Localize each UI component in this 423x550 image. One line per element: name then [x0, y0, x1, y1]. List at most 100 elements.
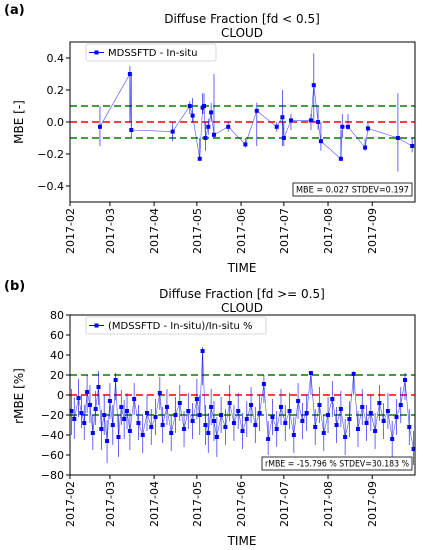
data-point [281, 136, 286, 140]
data-point [240, 429, 245, 433]
data-point [223, 425, 228, 429]
data-point [334, 423, 339, 427]
data-point [209, 110, 214, 115]
panel-a-legend-box [85, 43, 217, 62]
x-tick-label: 2017-09 [366, 208, 379, 254]
data-point [144, 411, 149, 415]
data-point [377, 401, 382, 405]
y-tick-label: 0.4 [47, 52, 65, 65]
data-point [347, 417, 352, 421]
x-tick-label: 2017-06 [235, 208, 248, 254]
data-point [125, 409, 130, 413]
y-tick-label: 0.2 [47, 84, 65, 97]
x-tick-label: 2017-05 [191, 208, 204, 254]
panel-b-stats-frame [261, 456, 413, 471]
panel-a-title: Diffuse Fraction [fd < 0.5] [164, 12, 320, 26]
x-tick-label: 2017-02 [64, 208, 77, 254]
data-point [287, 409, 292, 413]
data-point [316, 120, 321, 124]
data-point [317, 403, 322, 407]
panel-b-legend: (MDSSFTD - In-situ)/In-situ % [85, 316, 267, 335]
y-tick-label: 0.0 [47, 116, 65, 129]
data-point [385, 409, 390, 413]
panel-a-stats-text: MBE = 0.027 STDEV=0.197 [296, 186, 409, 196]
data-point [311, 83, 316, 88]
data-point [411, 447, 416, 451]
y-tick-label: 60 [50, 329, 64, 342]
panel-b-title: Diffuse Fraction [fd >= 0.5] [159, 287, 325, 301]
y-tick-label: −20 [41, 409, 64, 422]
data-point [249, 403, 254, 407]
data-point [102, 413, 107, 417]
x-tick-label: 2017-08 [322, 208, 335, 254]
data-point [373, 429, 378, 433]
x-tick-label: 2017-07 [278, 481, 291, 527]
data-point [340, 124, 345, 129]
data-point [149, 425, 154, 429]
y-tick-label: −0.4 [37, 180, 64, 193]
data-point [395, 136, 400, 140]
y-tick-label: −40 [41, 429, 64, 442]
panel-b-legend-marker [94, 323, 99, 328]
data-point [288, 118, 293, 123]
data-point [206, 431, 211, 435]
panel-b-subtitle: CLOUD [221, 301, 263, 315]
data-point [119, 405, 124, 409]
data-point [257, 411, 262, 415]
data-point [266, 437, 271, 441]
data-point [197, 156, 202, 161]
panel-a-stats-frame [292, 182, 413, 197]
data-point [394, 415, 399, 419]
panel-a-legend-label: MDSSFTD - In-situ [108, 48, 198, 59]
x-tick-label: 2017-03 [104, 208, 117, 254]
data-point [211, 132, 216, 137]
panel-a-stats-box: MBE = 0.027 STDEV=0.197 [292, 182, 413, 197]
data-point [82, 421, 87, 425]
data-point [381, 419, 386, 423]
data-point [93, 407, 98, 411]
panel-b-plot-frame [69, 314, 416, 476]
data-point [274, 427, 279, 431]
data-point [136, 421, 141, 425]
data-point [280, 115, 285, 120]
data-point [368, 411, 373, 415]
data-point [170, 129, 175, 134]
data-point [190, 113, 195, 118]
data-point [197, 413, 202, 417]
x-tick-label: 2017-05 [191, 481, 204, 527]
x-tick-label: 2017-06 [235, 481, 248, 527]
data-point [363, 145, 368, 150]
data-point [140, 433, 145, 437]
x-tick-label: 2017-03 [104, 481, 117, 527]
data-point [365, 126, 370, 131]
data-point [351, 372, 356, 376]
data-point [326, 413, 331, 417]
data-point [211, 419, 216, 423]
panel-a-legend-marker [94, 50, 99, 55]
data-point [190, 419, 195, 423]
x-tick-label: 2017-08 [322, 481, 335, 527]
y-tick-label: −80 [41, 469, 64, 482]
data-point [338, 156, 343, 161]
x-tick-label: 2017-07 [278, 208, 291, 254]
data-point [177, 401, 182, 405]
panel-b-legend-box [85, 316, 267, 335]
data-point [110, 423, 115, 427]
data-point [308, 118, 313, 123]
data-point [107, 399, 112, 403]
y-tick-label: 20 [50, 369, 64, 382]
panel-a-ylabel: MBE [-] [12, 100, 26, 144]
data-point [270, 415, 275, 419]
panel-b-y-ticks: 80 60 40 20 0 −20 −40 −60 −80 [41, 309, 70, 482]
data-point [318, 139, 323, 144]
panel-a-reference-lines [70, 105, 415, 139]
data-point [96, 385, 101, 389]
data-point [153, 415, 158, 419]
panel-b-label: (b) [4, 279, 25, 294]
panel-a-xlabel: TIME [227, 261, 257, 275]
data-point [244, 417, 249, 421]
data-point [202, 104, 207, 108]
data-point [304, 411, 309, 415]
data-point [194, 397, 199, 401]
